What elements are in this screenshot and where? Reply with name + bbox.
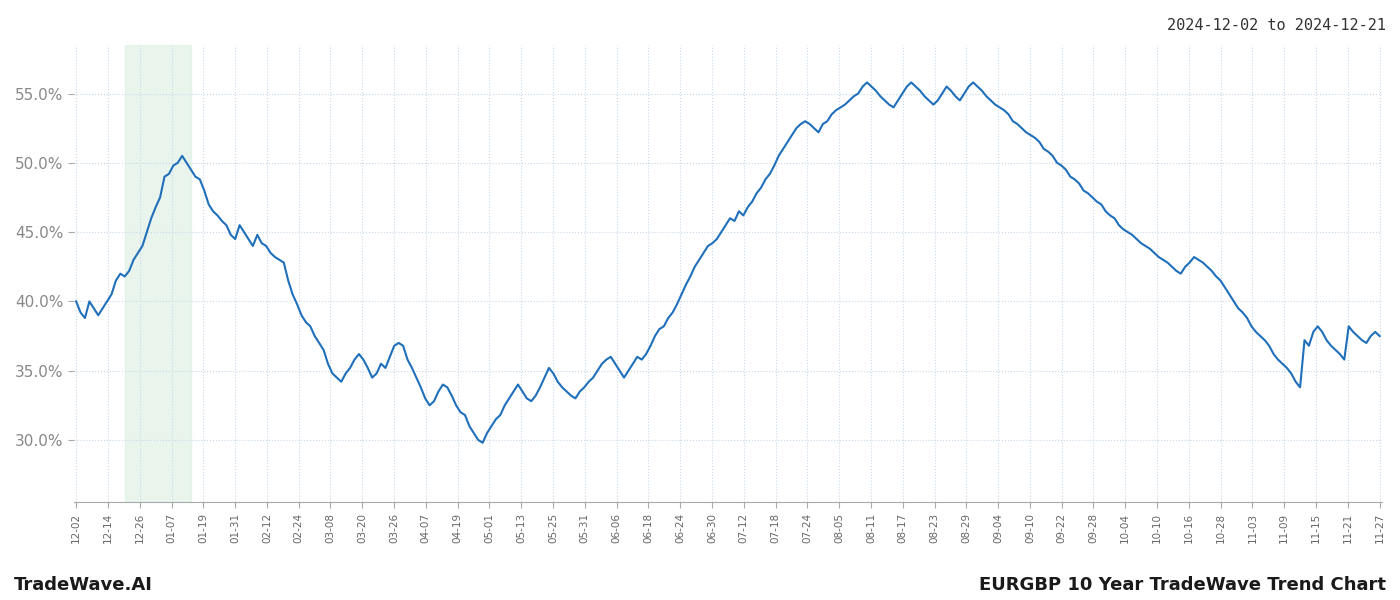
Bar <box>125 45 190 502</box>
Text: TradeWave.AI: TradeWave.AI <box>14 576 153 594</box>
Text: 2024-12-02 to 2024-12-21: 2024-12-02 to 2024-12-21 <box>1168 18 1386 33</box>
Text: EURGBP 10 Year TradeWave Trend Chart: EURGBP 10 Year TradeWave Trend Chart <box>979 576 1386 594</box>
